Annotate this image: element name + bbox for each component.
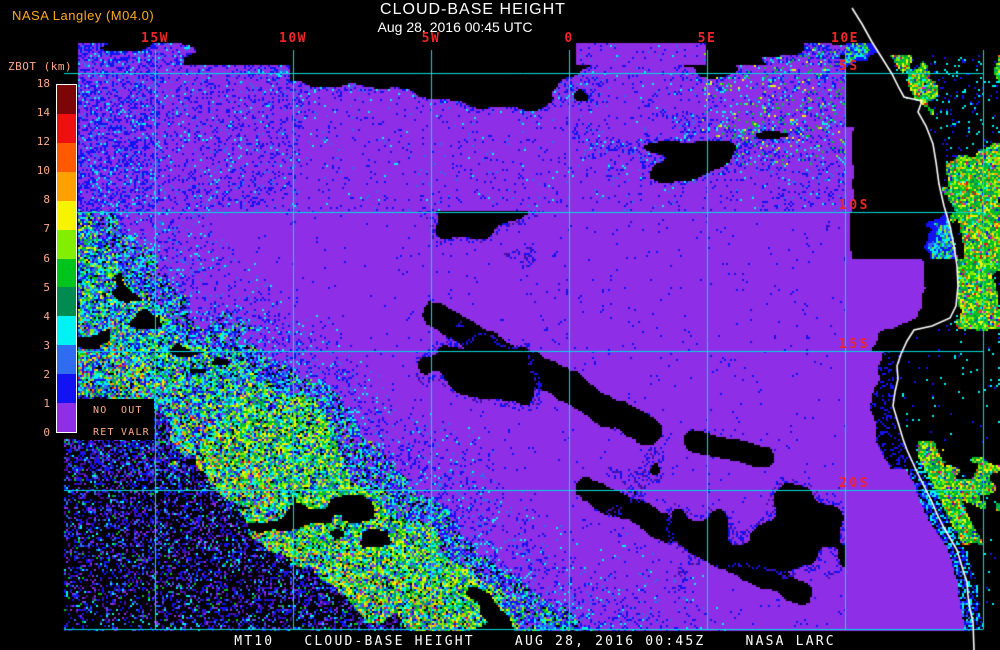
footer-status-bar: MT10 CLOUD-BASE HEIGHT AUG 28, 2016 00:4… <box>234 634 836 649</box>
colorbar-tick-label: 7 <box>43 222 50 236</box>
colorbar-tick-label: 3 <box>43 338 50 352</box>
colorbar-segment <box>57 345 76 375</box>
latitude-label: 20S <box>839 476 870 491</box>
colorbar-segment <box>57 171 76 201</box>
colorbar-tick-label: 4 <box>43 309 50 323</box>
colorbar-segment <box>57 142 76 172</box>
colorbar-tick-label: 2 <box>43 367 50 381</box>
timestamp-label: Aug 28, 2016 00:45 UTC <box>377 19 533 35</box>
colorbar-segment <box>57 316 76 346</box>
colorbar-tick-label: 8 <box>43 193 50 207</box>
latitude-label: 10S <box>839 198 870 213</box>
colorbar-segment <box>57 200 76 230</box>
no-retrieval-legend-label: VALR <box>121 427 150 438</box>
page-title: CLOUD-BASE HEIGHT <box>380 1 566 18</box>
longitude-label: 0 <box>564 31 574 46</box>
colorbar <box>56 84 77 433</box>
colorbar-segment <box>57 113 76 143</box>
colorbar-tick-label: 10 <box>36 164 50 178</box>
colorbar-segment <box>57 374 76 404</box>
longitude-label: 5W <box>421 31 441 46</box>
no-retrieval-legend-box: NO OUT RET VALR <box>77 399 154 440</box>
colorbar-segment <box>57 287 76 317</box>
colorbar-tick-label: 6 <box>43 251 50 265</box>
colorbar-tick-label: 18 <box>36 77 50 90</box>
longitude-label: 15W <box>141 31 169 46</box>
colorbar-segment <box>57 85 76 114</box>
longitude-label: 5E <box>697 31 717 46</box>
longitude-label: 10E <box>831 31 859 46</box>
colorbar-tick-label: 1 <box>43 396 50 410</box>
no-retrieval-legend-label: NO <box>93 405 108 416</box>
colorbar-segment <box>57 229 76 259</box>
colorbar-tick-label: 12 <box>36 135 50 149</box>
longitude-label: 10W <box>279 31 307 46</box>
no-retrieval-legend-label: OUT <box>121 405 143 416</box>
latitude-label: 15S <box>839 337 870 352</box>
colorbar-tick-label: 5 <box>43 280 50 294</box>
colorbar-tick-label: 14 <box>36 106 50 120</box>
latitude-label: 5S <box>839 59 860 74</box>
credit-label: NASA Langley (M04.0) <box>12 8 155 23</box>
colorbar-segment <box>57 258 76 288</box>
no-retrieval-legend-label: RET <box>93 427 115 438</box>
colorbar-segment <box>57 403 76 433</box>
colorbar-title: ZBOT (km) <box>8 60 73 73</box>
colorbar-tick-label: 0 <box>43 426 50 439</box>
